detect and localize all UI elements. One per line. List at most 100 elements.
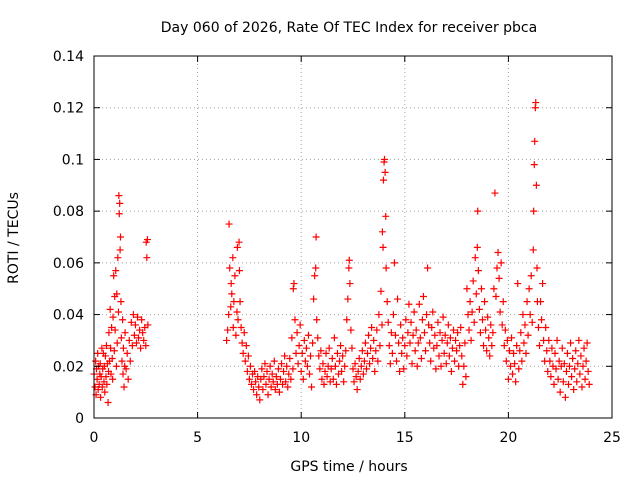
data-point <box>397 321 405 329</box>
data-point <box>128 342 136 350</box>
data-point <box>558 344 566 352</box>
data-point <box>537 298 545 306</box>
data-point <box>420 329 428 337</box>
data-point <box>499 298 507 306</box>
data-point <box>463 285 471 293</box>
data-point <box>113 290 121 298</box>
data-point <box>575 336 583 344</box>
data-point <box>535 342 543 350</box>
data-point <box>458 352 466 360</box>
data-point <box>132 339 140 347</box>
data-point <box>293 329 301 337</box>
data-point <box>120 383 128 391</box>
axis-ticks: 0 5 10 15 20 25 0 0.02 0.04 0.06 0.08 0.1 0.12 0.14 <box>53 49 621 446</box>
data-point <box>330 334 338 342</box>
data-point <box>470 318 478 326</box>
data-point <box>398 349 406 357</box>
data-point <box>256 396 264 404</box>
data-point <box>366 360 374 368</box>
data-point <box>569 355 577 363</box>
data-point <box>343 316 351 324</box>
data-point <box>227 280 235 288</box>
data-point <box>130 331 138 339</box>
data-point <box>108 355 116 363</box>
data-point <box>544 367 552 375</box>
data-point <box>547 373 555 381</box>
data-point <box>373 326 381 334</box>
data-point <box>424 264 432 272</box>
data-point <box>413 362 421 370</box>
data-point <box>524 331 532 339</box>
data-point <box>225 311 233 319</box>
data-point <box>97 393 105 401</box>
data-point <box>290 280 298 288</box>
data-point <box>109 375 117 383</box>
plot-frame <box>93 55 613 419</box>
data-point <box>371 367 379 375</box>
data-point <box>127 318 135 326</box>
data-point <box>339 352 347 360</box>
data-point <box>134 313 142 321</box>
data-point <box>304 331 312 339</box>
data-point <box>376 342 384 350</box>
data-point <box>419 292 427 300</box>
data-point <box>105 329 113 337</box>
data-point <box>486 352 494 360</box>
data-point <box>225 220 233 228</box>
data-point <box>401 342 409 350</box>
data-point <box>434 318 442 326</box>
data-point <box>264 391 272 399</box>
data-point <box>448 344 456 352</box>
data-point <box>237 324 245 331</box>
data-point <box>266 362 274 370</box>
data-point <box>119 344 127 352</box>
data-point <box>350 378 358 386</box>
data-point <box>258 365 266 373</box>
data-point <box>552 365 560 373</box>
data-point <box>467 336 475 344</box>
data-point <box>561 393 569 401</box>
data-point <box>358 347 366 355</box>
data-point <box>236 298 244 306</box>
data-point <box>414 339 422 347</box>
data-point <box>355 355 363 363</box>
data-point <box>235 238 243 246</box>
data-point <box>300 336 308 344</box>
data-point <box>511 360 519 368</box>
data-point <box>440 349 448 357</box>
data-point <box>521 321 529 329</box>
data-point <box>532 181 540 189</box>
data-point <box>253 391 261 399</box>
data-point <box>247 380 255 388</box>
data-point <box>238 339 246 347</box>
data-point <box>574 360 582 368</box>
data-point <box>109 313 117 321</box>
data-point <box>289 285 297 293</box>
data-point <box>303 362 311 370</box>
data-point <box>520 339 528 347</box>
data-point <box>390 259 398 267</box>
data-point <box>375 311 383 319</box>
data-point <box>328 355 336 363</box>
data-point <box>348 344 356 352</box>
data-point <box>107 344 115 352</box>
data-point <box>551 349 559 357</box>
data-point <box>283 362 291 370</box>
data-point <box>271 386 279 394</box>
data-point <box>505 347 513 355</box>
data-point <box>496 308 504 316</box>
data-point <box>116 246 124 254</box>
data-point <box>298 349 306 357</box>
data-point <box>360 357 368 365</box>
data-point <box>267 383 275 391</box>
data-point <box>534 324 542 331</box>
data-point <box>119 370 127 378</box>
data-point <box>245 375 253 383</box>
data-point <box>111 326 119 334</box>
data-point <box>388 349 396 357</box>
data-point <box>492 292 500 300</box>
data-point <box>447 367 455 375</box>
data-point <box>280 367 288 375</box>
data-point <box>224 326 232 334</box>
data-point <box>474 207 482 215</box>
